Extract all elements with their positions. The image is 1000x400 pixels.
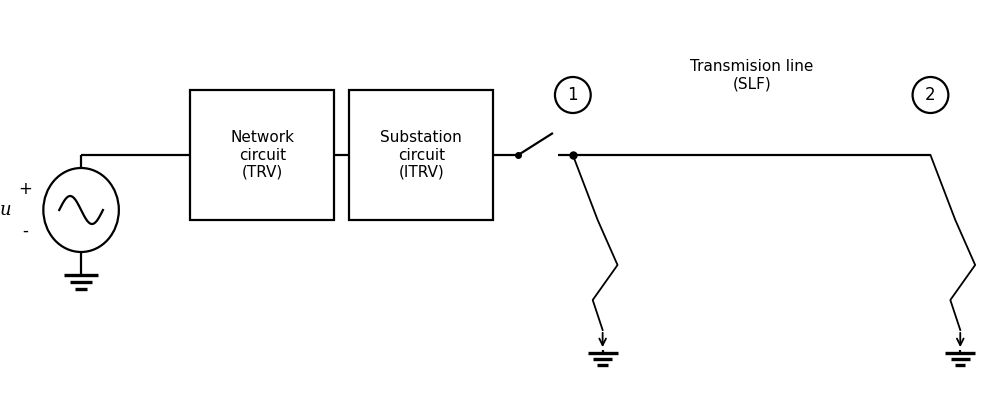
Text: 1: 1 (568, 86, 578, 104)
Text: Network
circuit
(TRV): Network circuit (TRV) (230, 130, 294, 180)
Text: -: - (23, 222, 28, 240)
Text: Transmision line
(SLF): Transmision line (SLF) (690, 59, 813, 91)
Bar (349, 90, 493, 220)
Text: u: u (0, 201, 11, 219)
Text: Substation
circuit
(ITRV): Substation circuit (ITRV) (380, 130, 462, 180)
Text: +: + (19, 180, 32, 198)
Bar (190, 90, 334, 220)
Text: 2: 2 (925, 86, 936, 104)
